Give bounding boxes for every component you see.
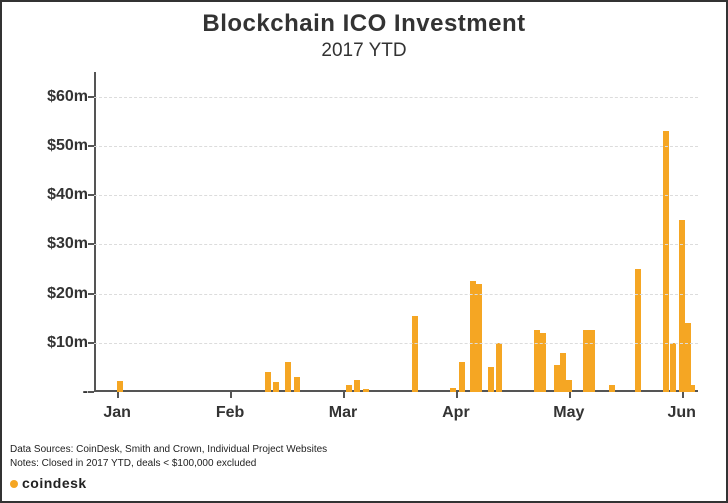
data-bar <box>346 385 352 392</box>
gridline <box>94 195 698 196</box>
data-bar <box>589 330 595 392</box>
x-axis-label: Jun <box>667 404 695 422</box>
data-bar <box>670 343 676 392</box>
sources-line: Data Sources: CoinDesk, Smith and Crown,… <box>10 443 327 457</box>
y-axis-label: - <box>20 383 88 401</box>
x-tick <box>682 392 684 398</box>
logo-dot-icon <box>10 480 18 488</box>
data-bar <box>412 316 418 392</box>
data-bar <box>609 385 615 392</box>
data-bar <box>265 372 271 392</box>
data-bar <box>459 362 465 392</box>
gridline <box>94 244 698 245</box>
x-tick <box>230 392 232 398</box>
data-bar <box>273 382 279 392</box>
chart-title: Blockchain ICO Investment <box>2 10 726 38</box>
data-bar <box>689 385 695 392</box>
data-bar <box>354 380 360 392</box>
y-tick <box>88 391 94 393</box>
y-tick <box>88 96 94 98</box>
data-bar <box>294 377 300 392</box>
chart-subtitle: 2017 YTD <box>2 40 726 62</box>
y-tick <box>88 194 94 196</box>
x-tick <box>456 392 458 398</box>
x-axis-label: Mar <box>329 404 357 422</box>
y-tick <box>88 293 94 295</box>
chart-frame: Blockchain ICO Investment 2017 YTD - $10m… <box>0 0 728 503</box>
data-bar <box>285 362 291 392</box>
x-axis-label: May <box>553 404 584 422</box>
y-tick <box>88 342 94 344</box>
y-axis-label: $30m <box>20 235 88 253</box>
x-axis-label: Jan <box>103 404 131 422</box>
chart-area: - $10m $20m $30m $40m $50m $60m Jan Feb Mar Apr Ma… <box>20 72 708 422</box>
logo: coindesk <box>10 474 327 493</box>
gridline <box>94 294 698 295</box>
y-axis-label: $10m <box>20 334 88 352</box>
x-tick <box>117 392 119 398</box>
x-tick <box>569 392 571 398</box>
x-axis-label: Apr <box>442 404 470 422</box>
data-bar <box>488 367 494 392</box>
data-bar <box>117 381 123 392</box>
gridline <box>94 97 698 98</box>
y-axis-label: $60m <box>20 88 88 106</box>
logo-text: coindesk <box>22 474 87 493</box>
y-tick <box>88 145 94 147</box>
gridline <box>94 146 698 147</box>
bars-container <box>94 72 698 392</box>
data-bar <box>476 284 482 392</box>
data-bar <box>685 323 691 392</box>
data-bar <box>496 343 502 392</box>
y-axis-label: $40m <box>20 186 88 204</box>
data-bar <box>663 131 669 392</box>
notes-line: Notes: Closed in 2017 YTD, deals < $100,… <box>10 457 327 471</box>
y-axis-label: $20m <box>20 285 88 303</box>
y-tick <box>88 243 94 245</box>
gridline <box>94 343 698 344</box>
chart-footer: Data Sources: CoinDesk, Smith and Crown,… <box>10 443 327 493</box>
data-bar <box>363 389 369 392</box>
data-bar <box>566 380 572 392</box>
y-axis-label: $50m <box>20 137 88 155</box>
x-tick <box>343 392 345 398</box>
plot-area <box>94 72 698 392</box>
data-bar <box>635 269 641 392</box>
x-axis-label: Feb <box>216 404 244 422</box>
